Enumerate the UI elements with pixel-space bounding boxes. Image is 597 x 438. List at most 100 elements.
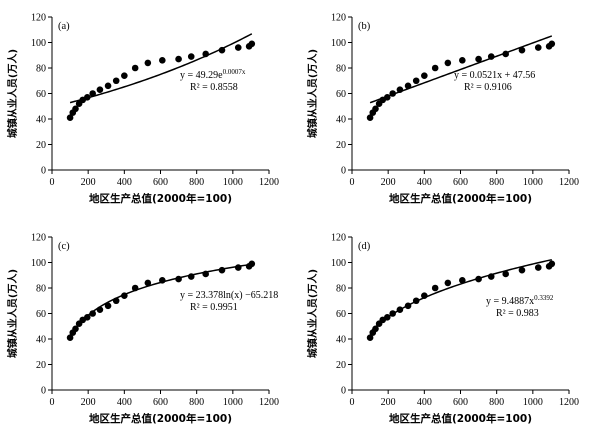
- data-point: [144, 279, 152, 287]
- data-point: [444, 279, 452, 287]
- y-tick-label: 80: [336, 64, 346, 75]
- data-point: [72, 325, 79, 333]
- panel-label: (b): [358, 21, 371, 32]
- data-point: [187, 273, 195, 280]
- y-tick-label: 100: [31, 258, 46, 269]
- y-tick-label: 60: [36, 309, 46, 320]
- data-point: [89, 310, 96, 317]
- data-point: [72, 105, 79, 113]
- data-point: [131, 284, 139, 292]
- chart-panel-2: 0 200 400 600 800 1000 1200 0 20 40 60 80 100 120 (b) y…: [306, 13, 579, 206]
- x-tick-label: 200: [381, 177, 396, 188]
- data-point: [66, 334, 74, 342]
- data-point: [421, 72, 428, 79]
- data-point: [389, 310, 396, 317]
- x-tick-label: 600: [153, 177, 168, 188]
- y-tick-label: 20: [336, 360, 346, 371]
- fit-equation: y = 23.378ln(x) −65.218: [180, 290, 278, 301]
- y-axis-label: 城镇从业人员(万人): [6, 269, 19, 358]
- panel-label: (c): [58, 241, 70, 252]
- data-point: [412, 77, 420, 85]
- data-point: [218, 266, 226, 274]
- x-tick-label: 0: [50, 397, 55, 408]
- data-point: [366, 334, 374, 342]
- y-tick-label: 100: [31, 38, 46, 49]
- chart-panel-4: 0 200 400 600 800 1000 1200 0 20 40 60 80 100 120 (d) y…: [306, 233, 579, 426]
- fit-equation-main: y = 0.0521x + 47.56: [454, 70, 535, 81]
- fit-equation-main: y = 49.29e: [180, 70, 223, 81]
- x-tick-label: 800: [189, 397, 204, 408]
- data-point: [234, 44, 242, 51]
- x-tick-label: 400: [417, 177, 432, 188]
- x-tick-label: 1200: [259, 397, 279, 408]
- r-squared-label: R² = 0.983: [496, 308, 539, 319]
- fit-equation-exponent: 0.3392: [534, 294, 554, 302]
- data-point: [487, 53, 495, 60]
- x-axis-label: 地区生产总值(2000年=100): [389, 412, 532, 425]
- data-point: [218, 46, 226, 54]
- data-point: [248, 40, 256, 48]
- r-squared-label: R² = 0.9951: [190, 302, 238, 313]
- x-tick-label: 800: [489, 397, 504, 408]
- x-tick-label: 1200: [259, 177, 279, 188]
- data-point: [518, 266, 526, 274]
- y-tick-label: 80: [336, 284, 346, 295]
- data-point: [396, 86, 404, 93]
- x-tick-label: 0: [350, 397, 355, 408]
- x-tick-label: 800: [189, 177, 204, 188]
- data-point: [548, 260, 556, 268]
- y-tick-label: 0: [41, 386, 46, 397]
- data-point: [83, 94, 91, 101]
- y-tick-label: 60: [336, 89, 346, 100]
- y-tick-label: 60: [36, 89, 46, 100]
- x-tick-label: 200: [81, 177, 96, 188]
- y-tick-label: 40: [336, 115, 346, 126]
- data-point: [104, 82, 112, 90]
- data-point: [487, 273, 495, 280]
- data-point: [248, 260, 256, 268]
- data-point: [366, 114, 374, 122]
- data-point: [396, 306, 404, 313]
- data-point: [412, 297, 420, 305]
- y-axis-label: 城镇从业人员(万人): [6, 49, 19, 138]
- y-tick-label: 0: [41, 166, 46, 177]
- y-tick-label: 40: [36, 115, 46, 126]
- x-tick-label: 400: [117, 177, 132, 188]
- y-tick-label: 120: [31, 233, 46, 244]
- data-point: [431, 284, 439, 292]
- data-point: [83, 314, 91, 321]
- data-point: [459, 57, 466, 64]
- r-squared-label: R² = 0.8558: [190, 82, 238, 93]
- x-tick-label: 200: [81, 397, 96, 408]
- y-tick-label: 40: [336, 335, 346, 346]
- x-tick-label: 0: [350, 177, 355, 188]
- y-tick-label: 0: [341, 166, 346, 177]
- y-tick-label: 120: [331, 13, 346, 24]
- x-tick-label: 1200: [559, 397, 579, 408]
- y-axis-label: 城镇从业人员(万人): [306, 269, 319, 358]
- fit-equation-main: y = 9.4887x: [486, 296, 534, 307]
- panel-label: (a): [58, 21, 70, 32]
- data-point: [372, 325, 379, 333]
- data-point: [459, 277, 466, 284]
- fit-equation-main: y = 23.378ln(x) −65.218: [180, 290, 278, 301]
- data-point: [234, 264, 242, 271]
- x-tick-label: 1000: [223, 177, 243, 188]
- x-tick-label: 600: [153, 397, 168, 408]
- x-tick-label: 1200: [559, 177, 579, 188]
- data-point: [534, 44, 542, 51]
- x-tick-label: 600: [453, 177, 468, 188]
- y-tick-label: 120: [31, 13, 46, 24]
- chart-panel-1: 0 200 400 600 800 1000 1200 0 20 40 60 80 100 120 (a) y…: [6, 13, 279, 206]
- x-tick-label: 400: [117, 397, 132, 408]
- fit-equation: y = 0.0521x + 47.56: [454, 70, 535, 81]
- data-point: [96, 86, 104, 93]
- x-axis-label: 地区生产总值(2000年=100): [89, 412, 232, 425]
- data-point: [121, 72, 128, 79]
- data-point: [121, 292, 128, 299]
- data-point: [104, 302, 112, 310]
- x-tick-label: 800: [489, 177, 504, 188]
- y-tick-label: 20: [36, 140, 46, 151]
- r-squared-label: R² = 0.9106: [464, 82, 512, 93]
- data-point: [548, 40, 556, 48]
